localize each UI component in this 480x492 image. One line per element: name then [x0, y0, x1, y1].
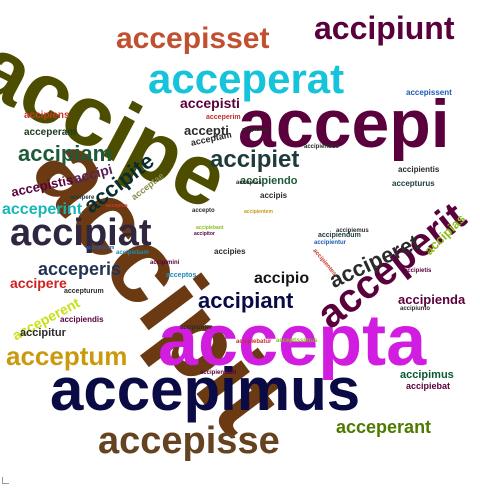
word-17: acceperis [38, 259, 122, 279]
word-51: accipiebatur [236, 339, 272, 345]
word-14: acceperant [336, 417, 432, 437]
word-5: accepisse [98, 420, 280, 462]
word-55: accipiemus [336, 228, 369, 234]
word-24: accepisti [180, 95, 240, 111]
word-61: acceptus [106, 203, 128, 209]
word-28: accipiens [24, 110, 70, 121]
word-46: accipiendam [200, 370, 237, 376]
word-37: accepissent [406, 88, 452, 97]
word-23: accipienda [398, 292, 466, 307]
word-66: acceptorum [86, 245, 115, 251]
word-31: accipitur [20, 327, 66, 339]
word-43: accipiendis [60, 315, 104, 324]
word-35: accepturus [392, 179, 435, 188]
word-12: acceptum [6, 341, 128, 371]
word-44: accepturum [64, 288, 104, 295]
word-52: acceptissimus [276, 338, 318, 344]
word-41: accipies [214, 247, 246, 256]
word-65: accipientem [244, 209, 273, 215]
word-7: accepisset [116, 22, 270, 55]
word-60: accipiebant [196, 225, 224, 231]
word-30: accepti [184, 123, 229, 138]
corner-mark [2, 477, 9, 484]
word-47: accipis [260, 191, 288, 200]
word-36: accipientis [398, 165, 440, 174]
word-4: accepimus [50, 356, 361, 423]
word-54: accipientes [311, 248, 338, 277]
word-33: accipiebat [406, 381, 451, 391]
word-50: accipiunto [400, 306, 431, 312]
word-42: acceptos [166, 272, 197, 279]
word-19: acceperint [2, 201, 83, 218]
word-56: accipiendum [318, 232, 361, 239]
word-62: accipimini [150, 260, 180, 266]
word-59: accipitor [194, 231, 215, 237]
word-49: accipietis [404, 268, 432, 274]
word-39: acceperim [206, 114, 241, 121]
word-10: accipiat [10, 212, 152, 254]
word-6: acceperat [148, 55, 345, 102]
word-53: accipientur [314, 240, 347, 246]
word-45: accipiunter [180, 325, 213, 331]
word-2: accepi [238, 86, 450, 162]
word-34: accipiendo [240, 175, 298, 187]
word-58: accepto [192, 208, 215, 214]
word-18: accipiam [18, 141, 113, 166]
word-16: accipiant [198, 288, 294, 313]
word-64: accipiendus [304, 144, 339, 150]
word-63: accipiebam [116, 250, 149, 256]
word-3: accepta [158, 301, 427, 381]
word-48: acceptas [236, 180, 262, 186]
word-57: accipere [70, 195, 95, 201]
word-32: accipimus [400, 369, 454, 381]
word-22: accipio [254, 270, 310, 287]
word-67: accipiuntur [242, 127, 269, 133]
word-25: accipere [10, 275, 67, 291]
word-11: accipiet [210, 146, 300, 173]
word-27: acceperam [24, 127, 77, 138]
word-8: accipiunt [314, 10, 455, 46]
